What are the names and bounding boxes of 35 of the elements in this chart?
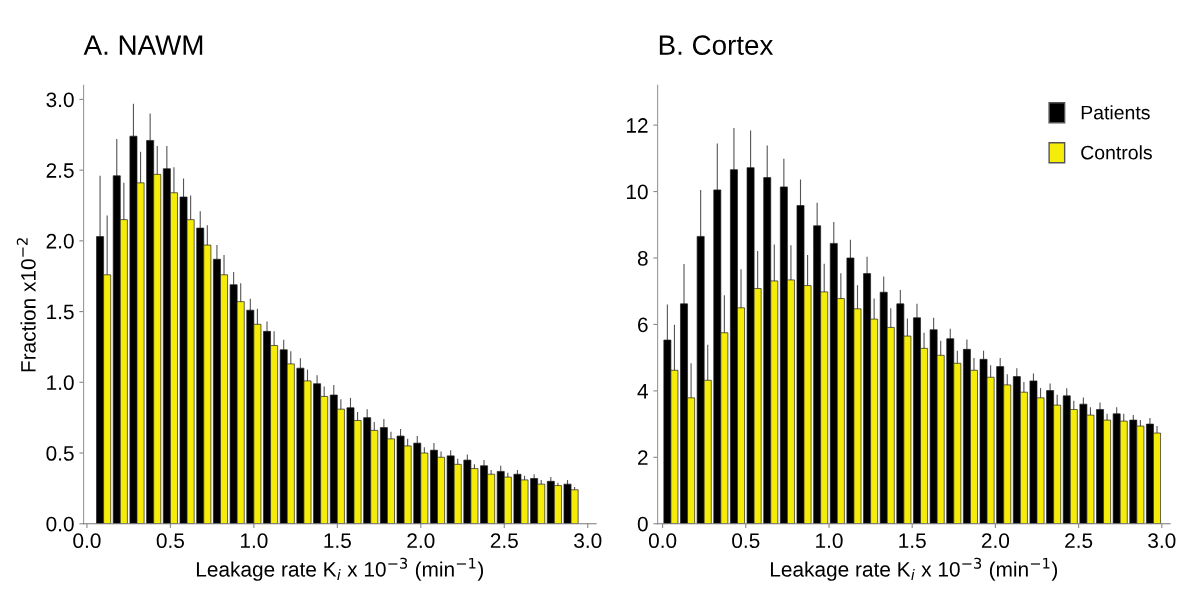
y-tick-label: 6 [638,317,648,333]
chart-title: B. Cortex [659,35,774,55]
x-tick-label: 0.5 [156,533,184,549]
x-tick-label: 0.5 [732,533,760,549]
x-tick-label: 2.0 [407,533,435,549]
y-tick-label: 10 [626,184,648,200]
x-tick-label: 1.0 [816,533,843,549]
x-axis-title: Leakage rate K$_{i}$ x 10$^{−3}$ (min$^{−1}$) [770,557,1058,581]
y-axis-title: Fraction x10$^{−2}$ [16,238,36,372]
y-tick-label: 0 [637,516,648,532]
legend-label: Patients [1081,105,1150,120]
y-tick-label: 2 [638,450,648,465]
y-tick-label: 8 [637,251,648,266]
x-tick-label: 2.5 [1065,533,1093,549]
y-tick-label: 2.0 [46,233,74,249]
y-tick-label: 2.5 [46,163,74,178]
x-tick-label: 0.0 [73,533,101,549]
chart-title: A. NAWM [83,35,203,55]
x-tick-label: 2.5 [490,533,518,549]
y-tick-label: 0.0 [46,516,74,532]
x-tick-label: 3.0 [1148,533,1176,549]
x-tick-label: 1.5 [324,533,351,549]
x-tick-label: 3.0 [574,533,602,549]
x-tick-label: 2.0 [981,533,1010,549]
legend-label: Controls [1081,145,1152,160]
x-tick-label: 1.5 [899,533,926,549]
x-tick-label: 1.0 [240,533,268,549]
y-tick-label: 3.0 [46,92,74,108]
y-tick-label: 0.5 [46,446,74,461]
x-tick-label: 0.0 [648,533,677,549]
y-tick-label: 12 [626,118,648,133]
x-axis-title: Leakage rate K$_{i}$ x 10$^{−3}$ (min$^{−1}$) [196,557,484,581]
y-tick-label: 1.0 [47,375,74,391]
y-tick-label: 4 [637,384,648,399]
y-tick-label: 1.5 [47,304,74,320]
